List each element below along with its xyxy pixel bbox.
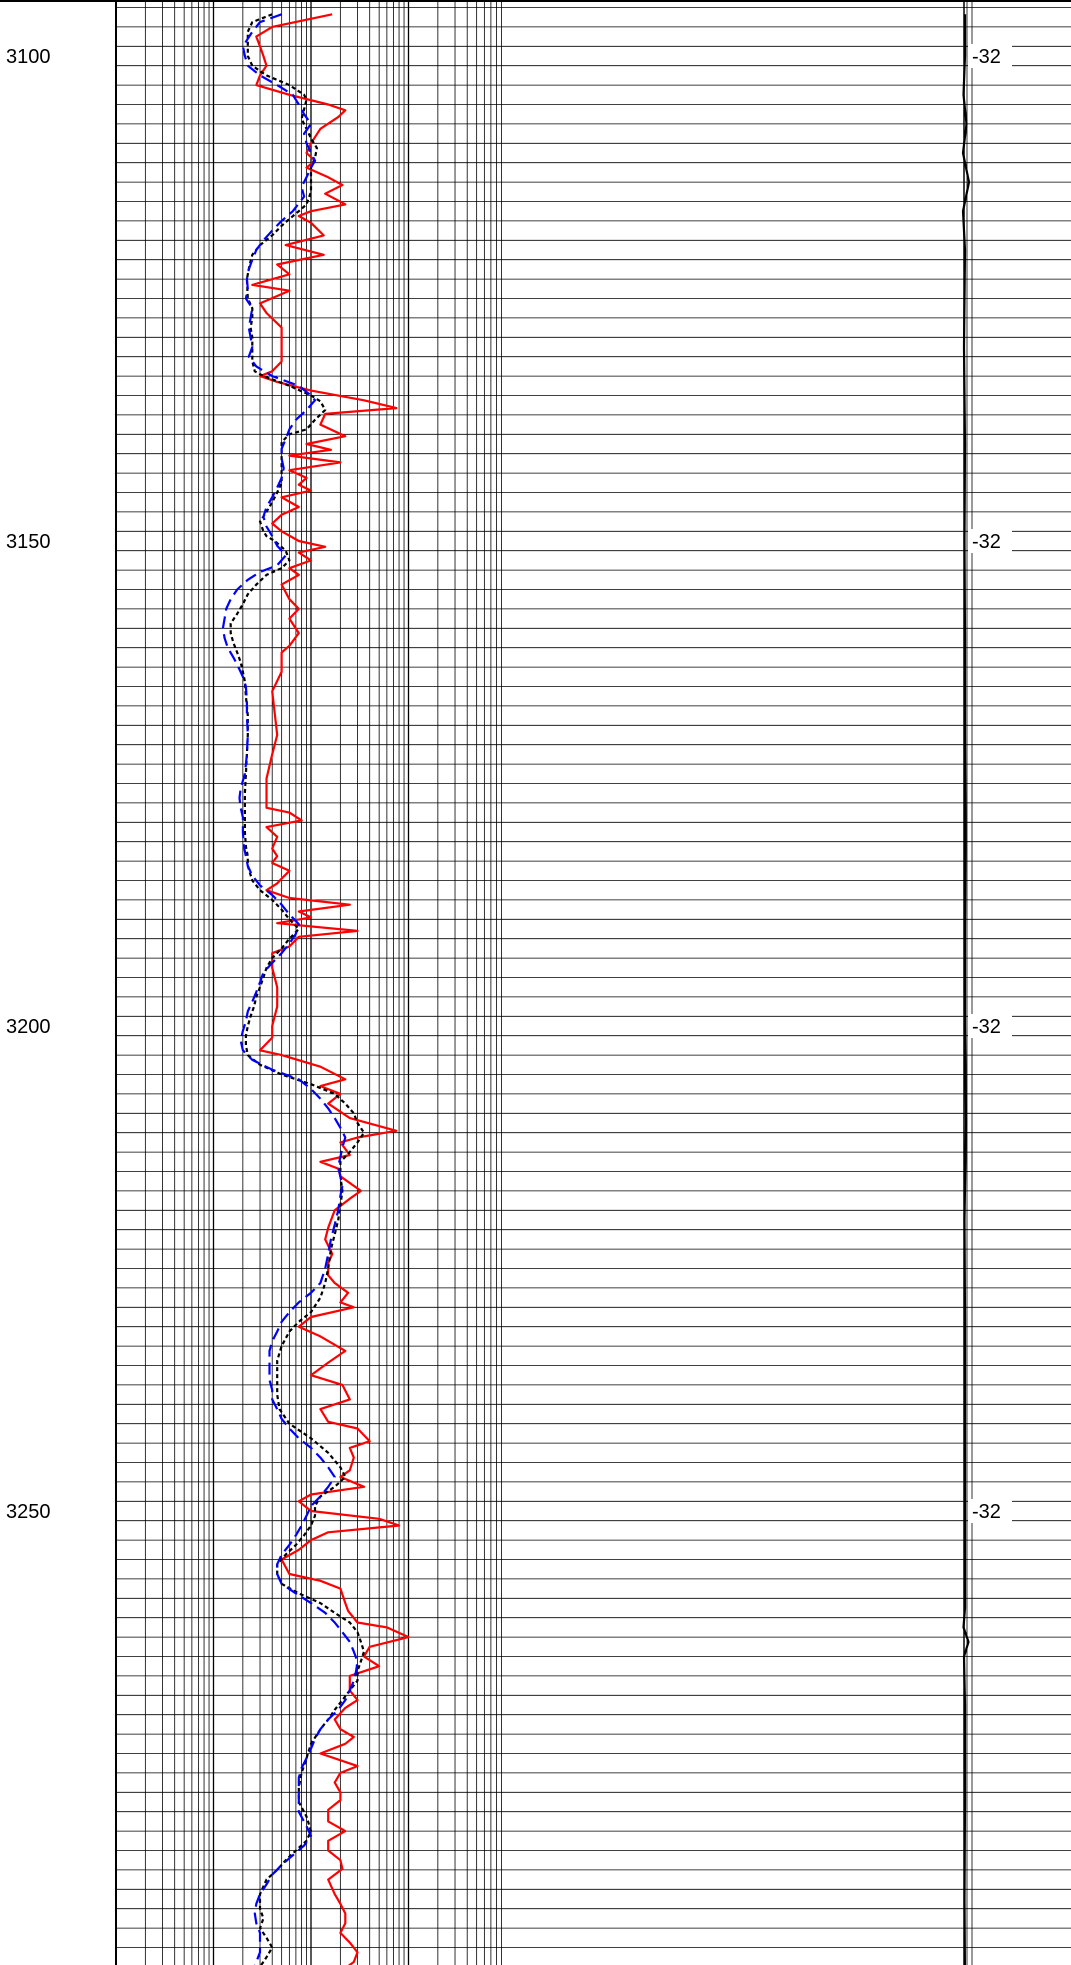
track2-value-label: -32 bbox=[972, 1016, 1001, 1038]
depth-label: 3250 bbox=[6, 1501, 51, 1523]
track2-value-labels: -32-32-32-32-32 bbox=[968, 44, 1012, 1523]
blue-dashed-curve bbox=[221, 13, 359, 1965]
track2-value-label: -32 bbox=[972, 46, 1001, 68]
depth-axis-labels: 31003150320032503300 bbox=[6, 46, 51, 1523]
depth-label: 3200 bbox=[6, 1016, 51, 1038]
track2-label-bg bbox=[968, 529, 1012, 553]
track2-label-bg bbox=[968, 1014, 1012, 1038]
depth-label: 3150 bbox=[6, 531, 51, 553]
track2-label-bg bbox=[968, 44, 1012, 68]
depth-label: 3100 bbox=[6, 46, 51, 68]
track2-label-bg bbox=[968, 1499, 1012, 1523]
red-solid-curve bbox=[251, 13, 410, 1965]
track2-value-label: -32 bbox=[972, 1501, 1001, 1523]
track2-grid bbox=[964, 0, 1071, 1965]
track1-grid bbox=[115, 0, 964, 1965]
log-curves bbox=[221, 13, 971, 1965]
track2-value-label: -32 bbox=[972, 531, 1001, 553]
black-dotted-curve bbox=[229, 13, 366, 1965]
track2-curve bbox=[961, 14, 971, 1965]
